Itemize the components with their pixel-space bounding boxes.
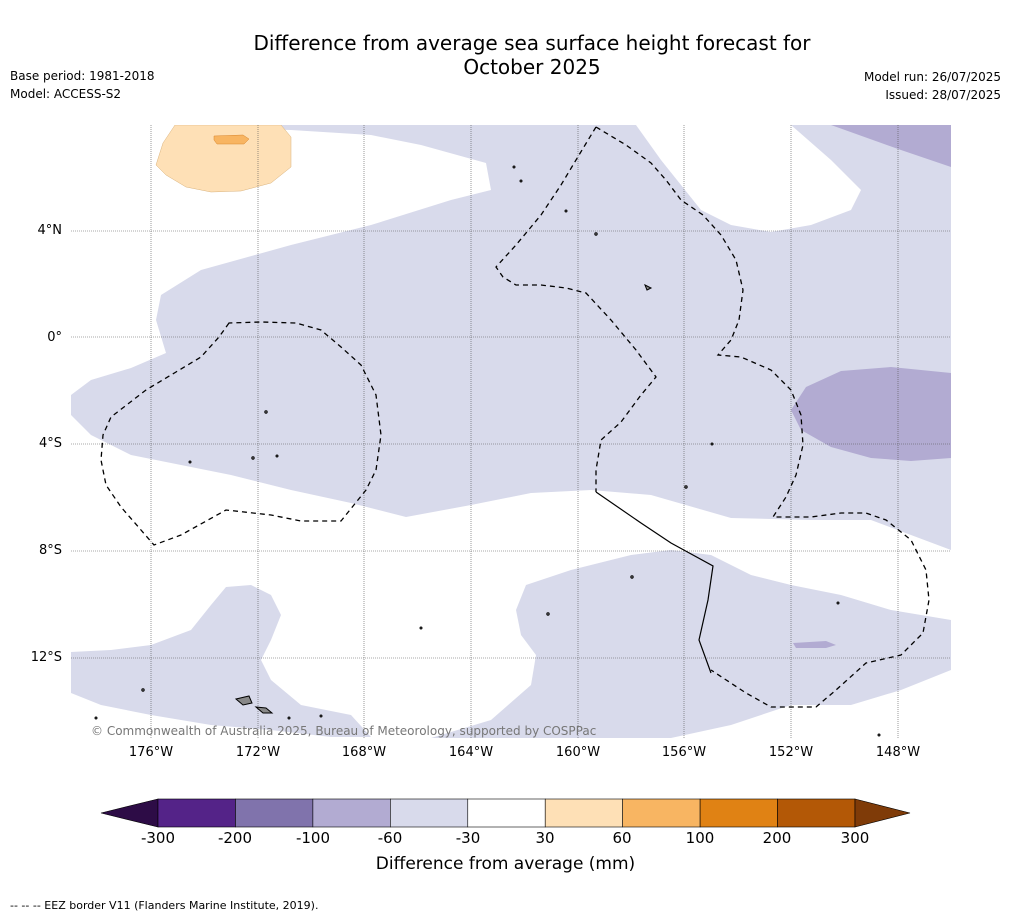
- lat-label-0: 0°: [47, 330, 62, 345]
- colorbar-tick: -30: [455, 829, 481, 847]
- map-title: Difference from average sea surface heig…: [0, 31, 1011, 79]
- eez-borders: [100, 126, 930, 708]
- colorbar-extend-high: [854, 798, 911, 828]
- colorbar-extend-low: [100, 798, 159, 828]
- lon-label-168w: 168°W: [341, 745, 387, 760]
- boundary-line: [595, 491, 714, 674]
- colorbar: [100, 798, 911, 828]
- island-atoll-3: [630, 575, 634, 579]
- meta-right: Model run: 26/07/2025 Issued: 28/07/2025: [864, 68, 1001, 104]
- island-samoa-savaii: [234, 695, 253, 706]
- colorbar-tick: -200: [217, 829, 253, 847]
- island-atoll-17: [877, 733, 881, 737]
- anomaly-region-mid-east: [791, 367, 951, 461]
- island-starbuck: [644, 283, 653, 291]
- graticule: [71, 125, 951, 738]
- base-period: Base period: 1981-2018: [10, 69, 155, 83]
- lat-label-12s: 12°S: [30, 650, 62, 665]
- island-atoll-1: [264, 410, 268, 414]
- eez-border-tokelau: [495, 126, 657, 492]
- issued-date: Issued: 28/07/2025: [885, 88, 1001, 102]
- island-atoll-4: [546, 612, 550, 616]
- lon-label-156w: 156°W: [661, 745, 707, 760]
- title-line-1: Difference from average sea surface heig…: [253, 31, 811, 55]
- colorbar-swatch: [467, 798, 546, 828]
- colorbar-swatch: [235, 798, 314, 828]
- colorbar-swatch: [390, 798, 469, 828]
- islands: [94, 165, 881, 737]
- colorbar-swatch: [312, 798, 391, 828]
- colorbar-tick: -100: [295, 829, 331, 847]
- title-line-2: October 2025: [463, 55, 601, 79]
- anomaly-region-light-southwest: [71, 585, 371, 737]
- model-run: Model run: 26/07/2025: [863, 70, 1001, 84]
- colorbar-tick: 200: [762, 829, 792, 847]
- island-atoll-6: [512, 165, 516, 169]
- anomaly-region-light-south: [431, 550, 951, 738]
- colorbar-swatch: [157, 798, 236, 828]
- model-name: Model: ACCESS-S2: [10, 87, 122, 101]
- lon-label-148w: 148°W: [875, 745, 921, 760]
- island-atoll-10: [275, 454, 279, 458]
- maritime-boundary-solid: [595, 491, 714, 674]
- colorbar-swatch: [544, 798, 623, 828]
- colorbar-swatch: [777, 798, 856, 828]
- colorbar-tick: 100: [685, 829, 715, 847]
- lon-label-164w: 164°W: [448, 745, 494, 760]
- island-swains: [141, 688, 145, 692]
- lon-label-172w: 172°W: [235, 745, 281, 760]
- lat-label-4n: 4°N: [37, 223, 63, 238]
- island-atoll-9: [419, 626, 423, 630]
- island-atoll-7: [519, 179, 523, 183]
- island-atoll-5: [684, 485, 688, 489]
- colorbar-tick: 30: [535, 829, 555, 847]
- island-atoll-11: [188, 460, 192, 464]
- anomaly-region-mid-northeast: [831, 125, 951, 167]
- colorbar-label: Difference from average (mm): [375, 854, 636, 874]
- island-jarvis: [594, 232, 598, 236]
- colorbar-tick: -300: [140, 829, 176, 847]
- lon-label-176w: 176°W: [128, 745, 174, 760]
- colorbar-tick: 300: [840, 829, 870, 847]
- anomaly-region-mid-south: [793, 641, 836, 648]
- island-samoa-upolu: [254, 706, 274, 714]
- lon-label-152w: 152°W: [768, 745, 814, 760]
- island-atoll-13: [287, 716, 291, 720]
- island-atoll-12: [319, 714, 323, 718]
- anomaly-region-positive-core: [213, 134, 250, 145]
- anomaly-region-positive-northwest: [155, 125, 292, 193]
- colorbar-swatch: [699, 798, 778, 828]
- copyright-notice: © Commonwealth of Australia 2025, Bureau…: [91, 724, 597, 738]
- sea-surface-height-map: [71, 125, 951, 738]
- eez-footnote: -- -- -- EEZ border V11 (Flanders Marine…: [10, 899, 319, 912]
- lat-label-8s: 8°S: [38, 543, 62, 558]
- eez-border-kiribati-phoenix: [595, 126, 930, 708]
- island-atoll-16: [836, 601, 840, 605]
- colorbar-tick: 60: [612, 829, 632, 847]
- island-atoll-14: [94, 716, 98, 720]
- colorbar-swatch: [622, 798, 701, 828]
- island-atoll-2: [251, 456, 255, 460]
- island-atoll-8: [564, 209, 568, 213]
- anomaly-gap-northeast: [636, 125, 861, 232]
- meta-left: Base period: 1981-2018 Model: ACCESS-S2: [10, 67, 155, 103]
- lon-label-160w: 160°W: [555, 745, 601, 760]
- island-atoll-15: [710, 442, 714, 446]
- lat-label-4s: 4°S: [38, 436, 62, 451]
- colorbar-tick: -60: [377, 829, 403, 847]
